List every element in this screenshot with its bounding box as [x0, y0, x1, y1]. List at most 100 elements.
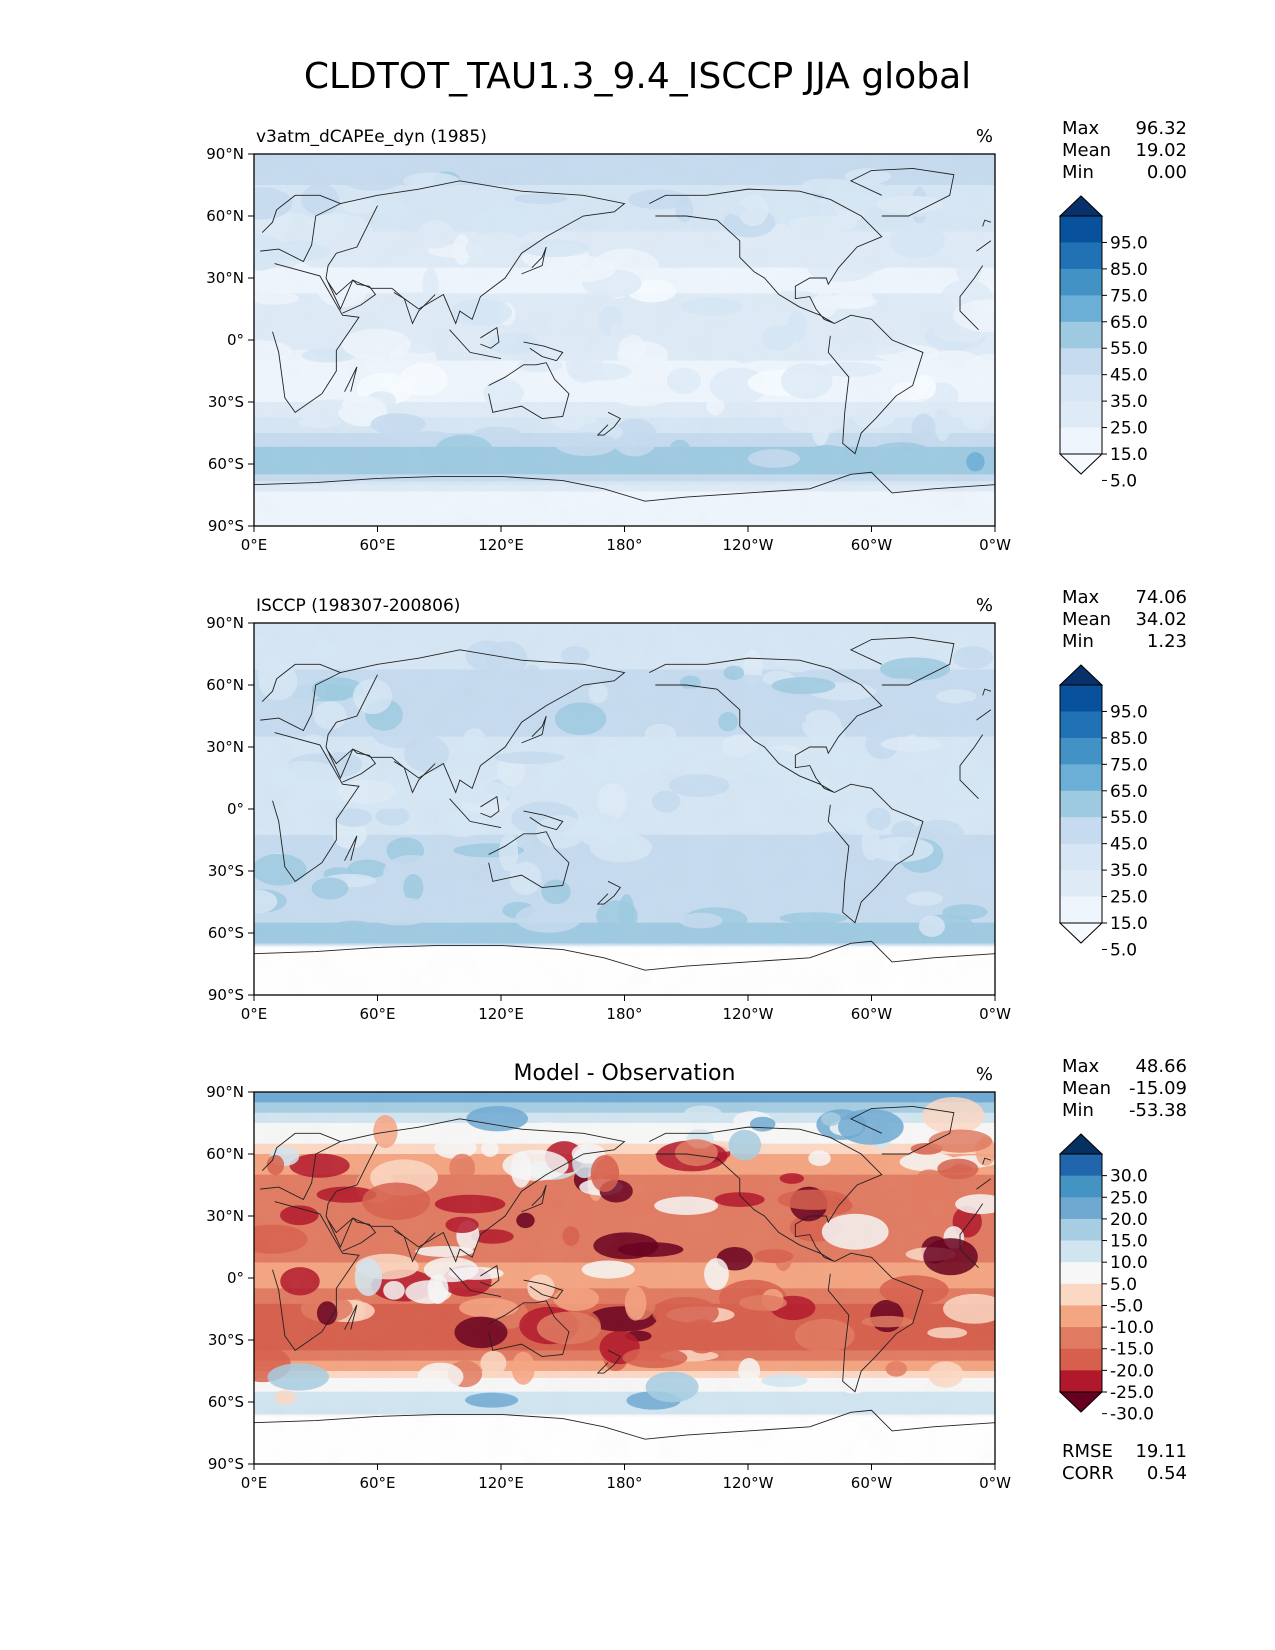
coastline — [480, 1264, 500, 1287]
colorbar-swatch — [1060, 790, 1102, 818]
coastline — [849, 637, 955, 686]
stat-value-min: 1.23 — [1147, 631, 1187, 652]
stat-label-min: Min — [1062, 1100, 1094, 1121]
colorbar-tick-label: 95.0 — [1110, 233, 1148, 253]
coastline — [449, 798, 502, 829]
colorbar-tick-label: 25.0 — [1110, 419, 1148, 439]
coastline — [982, 1157, 992, 1165]
panel-units: % — [976, 1064, 993, 1085]
colorbar-extend-max — [1058, 664, 1104, 686]
x-tick-label: 0°W — [979, 1474, 1011, 1492]
colorbar-swatch — [1060, 1240, 1102, 1263]
y-tick-label: 90°S — [208, 1455, 244, 1473]
y-tick-label: 30°N — [206, 738, 244, 756]
stat-label-rmse: RMSE — [1062, 1441, 1113, 1462]
coastline — [344, 835, 358, 861]
coastline-antarctica — [254, 471, 995, 502]
stat-value-max: 48.66 — [1135, 1056, 1187, 1077]
coastline — [327, 279, 377, 314]
y-tick-label: 60°N — [206, 676, 244, 694]
coastline — [488, 362, 570, 419]
colorbar-swatch — [1060, 1348, 1102, 1371]
x-tick-label: 0°E — [241, 1474, 268, 1492]
y-tick-label: 90°N — [206, 614, 244, 632]
y-tick-label: 90°S — [208, 986, 244, 1004]
coastline — [521, 715, 547, 744]
stat-value-mean: -15.09 — [1129, 1078, 1187, 1099]
colorbar: 95.0 85.0 75.0 65.0 55.0 45.0 35.0 25.0 15.0 5.0 — [1058, 664, 1148, 960]
coastline-antarctica — [254, 1409, 995, 1440]
colorbar-tick-label: 5.0 — [1110, 471, 1137, 491]
coastline — [596, 1349, 622, 1374]
coastline — [488, 831, 570, 888]
colorbar-swatch — [1060, 1283, 1102, 1306]
colorbar-extend-min — [1058, 922, 1104, 944]
colorbar-tick-label: 55.0 — [1110, 339, 1148, 359]
colorbar-tick-label: 45.0 — [1110, 835, 1148, 855]
coastlines — [254, 1106, 995, 1440]
y-tick-label: 90°N — [206, 145, 244, 163]
colorbar-swatch — [1060, 1154, 1102, 1177]
coastline — [982, 688, 992, 696]
stat-value-rmse: 19.11 — [1135, 1441, 1187, 1462]
colorbar-tick-label: 75.0 — [1110, 755, 1148, 775]
coastline — [523, 1279, 564, 1300]
stat-value-min: 0.00 — [1147, 162, 1187, 183]
x-tick-label: 180° — [606, 1474, 642, 1492]
y-tick-label: 30°S — [208, 393, 244, 411]
colorbar-swatch — [1060, 1370, 1102, 1393]
colorbar-swatch — [1060, 896, 1102, 924]
coastline — [596, 411, 622, 436]
x-tick-label: 60°W — [851, 536, 893, 554]
panel-ref: 0°E 60°E 120°E 180° 120°W 60°W 0°W 90°N 60°N 30°N… — [206, 587, 1187, 1023]
colorbar-swatch — [1060, 321, 1102, 349]
y-tick-label: 60°N — [206, 207, 244, 225]
colorbar-tick-label: 45.0 — [1110, 366, 1148, 386]
colorbar-tick-label: 65.0 — [1110, 313, 1148, 333]
colorbar-swatch — [1060, 427, 1102, 455]
colorbar-tick-label: 5.0 — [1110, 940, 1137, 960]
x-tick-label: 120°E — [478, 1474, 524, 1492]
coastline — [976, 240, 992, 252]
colorbar-swatch — [1060, 685, 1102, 712]
coastline — [827, 314, 924, 455]
colorbar-tick-label: 35.0 — [1110, 861, 1148, 881]
colorbar-tick-label: 95.0 — [1110, 702, 1148, 722]
map-field — [254, 1092, 995, 1464]
coastline — [521, 246, 547, 275]
x-tick-label: 60°W — [851, 1474, 893, 1492]
coastline — [393, 1230, 436, 1263]
coastline — [596, 880, 622, 905]
coastline — [849, 1106, 955, 1155]
colorbar-swatch — [1060, 1305, 1102, 1328]
coastlines — [254, 637, 995, 971]
coastline — [521, 1184, 547, 1213]
x-tick-label: 0°E — [241, 536, 268, 554]
coastline — [827, 783, 924, 924]
x-tick-label: 120°W — [723, 536, 774, 554]
coastline — [648, 657, 883, 793]
y-tick-label: 30°N — [206, 1207, 244, 1225]
y-tick-label: 30°S — [208, 1331, 244, 1349]
y-tick-label: 60°N — [206, 1145, 244, 1163]
colorbar-extend-min — [1058, 453, 1104, 475]
coastline — [480, 326, 500, 349]
colorbar-tick-label: 20.0 — [1110, 1210, 1148, 1230]
stat-label-max: Max — [1062, 118, 1100, 139]
colorbar-extend-max — [1058, 195, 1104, 217]
stat-label-mean: Mean — [1062, 609, 1111, 630]
map-field — [254, 623, 995, 995]
coastline — [325, 180, 626, 325]
colorbar-swatch — [1060, 843, 1102, 871]
colorbar-tick-label: 65.0 — [1110, 782, 1148, 802]
colorbar-swatch — [1060, 1327, 1102, 1350]
stat-value-min: -53.38 — [1129, 1100, 1187, 1121]
colorbar-tick-label: -5.0 — [1110, 1296, 1143, 1316]
colorbar: 30.025.020.015.010.05.0-5.0-10.0-15.0-20… — [1058, 1133, 1154, 1425]
colorbar-swatch — [1060, 1197, 1102, 1220]
coastline — [393, 761, 436, 794]
coastline — [959, 1203, 984, 1268]
colorbar-frame — [1059, 684, 1103, 924]
noise — [254, 1092, 995, 1464]
colorbar-swatch — [1060, 295, 1102, 323]
